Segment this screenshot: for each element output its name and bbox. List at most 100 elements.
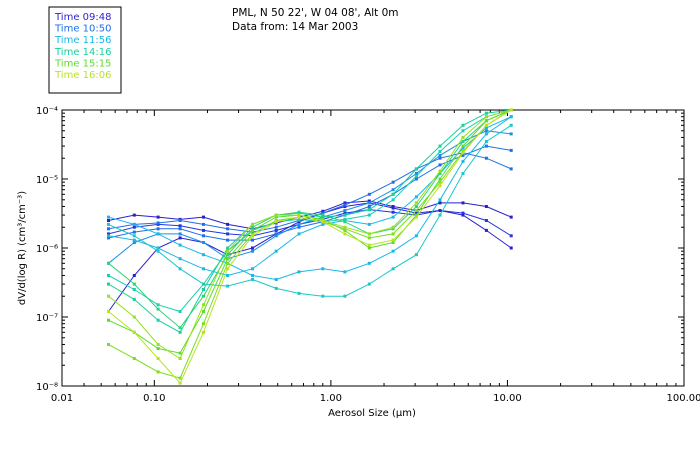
x-axis: 0.01 0.10 1.00 10.00 100.00: [51, 110, 700, 404]
data-point: [178, 357, 182, 360]
data-point: [367, 201, 371, 205]
data-point: [226, 267, 230, 271]
data-point: [414, 201, 418, 205]
data-point: [391, 180, 395, 184]
data-point: [391, 267, 395, 271]
data-point: [509, 115, 513, 119]
data-point: [509, 234, 513, 238]
y-tick-label: 10⁻⁴: [36, 106, 58, 117]
data-point: [202, 215, 205, 219]
series-line: [108, 109, 512, 385]
data-point: [156, 227, 160, 231]
legend-entry: Time 10:50: [54, 24, 111, 35]
data-point: [391, 192, 395, 196]
data-point: [343, 211, 347, 215]
x-tick-label: 100.00: [667, 393, 700, 404]
data-point: [367, 232, 371, 236]
data-point: [132, 315, 136, 319]
data-point: [156, 343, 160, 346]
data-point: [343, 220, 347, 224]
data-point: [367, 236, 371, 240]
data-point: [391, 249, 395, 253]
data-point: [438, 156, 442, 160]
data-point: [274, 234, 278, 238]
data-point: [321, 213, 325, 217]
data-point: [132, 213, 136, 217]
legend-box: [48, 6, 122, 94]
data-point: [107, 343, 110, 346]
data-point: [297, 215, 301, 219]
data-point: [251, 274, 254, 277]
series-line: [108, 109, 512, 360]
data-point: [178, 243, 182, 247]
data-point: [367, 213, 371, 217]
data-point: [202, 253, 205, 257]
data-point: [509, 148, 513, 152]
data-point: [509, 167, 513, 171]
data-point: [226, 284, 230, 288]
data-point: [438, 163, 442, 167]
series-line: [108, 116, 512, 277]
series-line: [108, 109, 512, 379]
data-point: [132, 282, 136, 286]
series-line: [108, 145, 512, 241]
data-point: [438, 213, 442, 217]
data-point: [274, 278, 278, 281]
chart-title: PML, N 50 22', W 04 08', Alt 0m: [232, 7, 399, 19]
data-point: [178, 219, 182, 222]
data-point: [414, 213, 418, 217]
data-point: [202, 267, 205, 271]
data-point: [414, 174, 418, 178]
data-point: [414, 167, 418, 171]
data-point: [461, 211, 465, 215]
data-point: [202, 303, 205, 307]
data-point: [251, 249, 254, 253]
data-point: [414, 211, 418, 215]
data-point: [251, 228, 254, 232]
data-point: [251, 225, 254, 229]
y-axis: 10⁻⁸ 10⁻⁷ 10⁻⁶ 10⁻⁵ 10⁻⁴: [36, 106, 684, 393]
data-point: [156, 307, 160, 311]
data-point: [461, 123, 465, 127]
data-point: [484, 156, 488, 160]
data-point: [414, 234, 418, 238]
y-axis-label: dV/d(log R) (cm³/cm⁻³): [17, 191, 28, 305]
data-point: [274, 225, 278, 229]
series: [107, 108, 513, 385]
data-point: [414, 195, 418, 199]
data-point: [251, 238, 254, 242]
data-point: [297, 210, 301, 214]
data-point: [509, 132, 513, 136]
data-point: [156, 221, 160, 225]
y-tick-label: 10⁻⁶: [36, 244, 58, 255]
data-point: [343, 270, 347, 274]
data-point: [202, 222, 205, 226]
data-point: [132, 234, 136, 238]
data-point: [226, 227, 230, 231]
plot-frame: [61, 109, 685, 387]
data-point: [484, 119, 488, 123]
data-point: [484, 228, 488, 232]
data-point: [438, 184, 442, 188]
legend-entry: Time 15:15: [54, 58, 111, 69]
data-point: [438, 150, 442, 153]
data-point: [107, 282, 110, 286]
data-point: [297, 213, 301, 217]
x-tick-label: 0.10: [143, 393, 165, 404]
data-point: [202, 322, 205, 326]
data-point: [226, 257, 230, 261]
data-point: [509, 108, 513, 112]
data-point: [202, 241, 205, 244]
data-point: [321, 220, 325, 224]
data-point: [274, 249, 278, 253]
data-point: [438, 172, 442, 175]
data-point: [202, 228, 205, 232]
data-point: [156, 370, 160, 374]
data-point: [484, 111, 488, 115]
data-point: [414, 177, 418, 181]
data-point: [297, 225, 301, 229]
data-point: [178, 224, 182, 228]
data-point: [343, 228, 347, 232]
data-point: [297, 270, 301, 274]
data-point: [178, 376, 182, 380]
